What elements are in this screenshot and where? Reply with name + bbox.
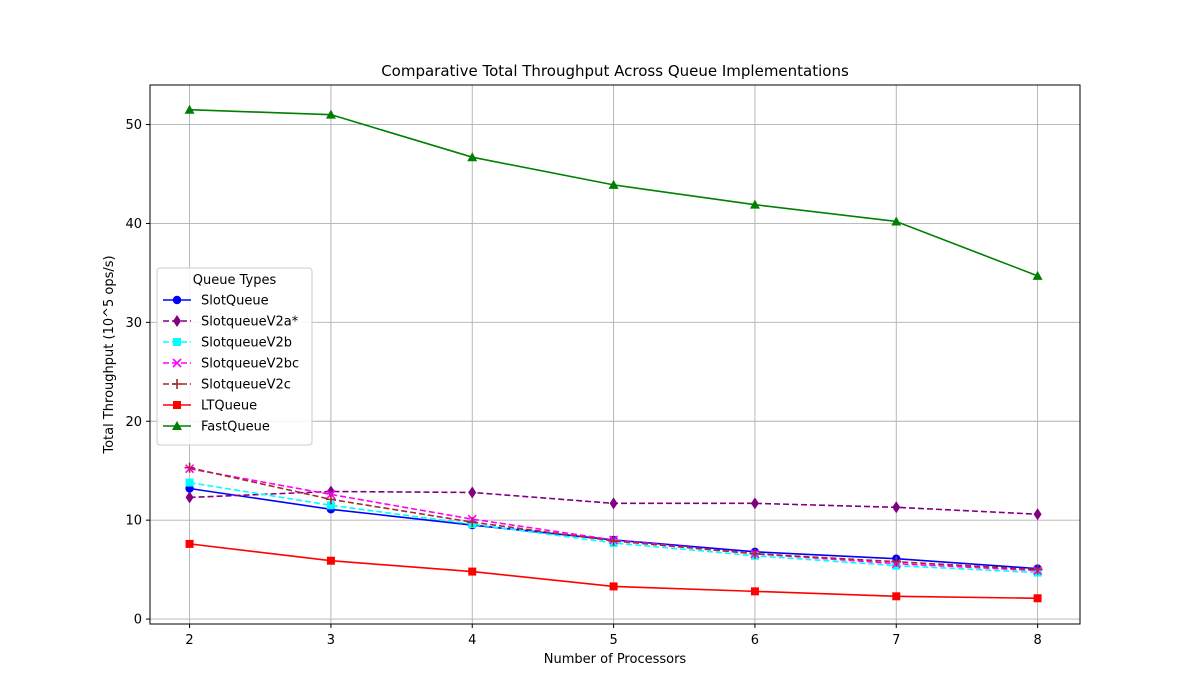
x-tick-label: 7 — [892, 633, 900, 648]
series-lines — [184, 104, 1043, 603]
data-point — [326, 556, 335, 565]
series-fastqueue — [184, 104, 1043, 280]
legend-label: SlotQueue — [201, 294, 269, 309]
axis-ticks: 2 3 4 5 6 7 8 0 10 20 30 40 50 — [125, 118, 1041, 648]
series-slotqueuev2c — [184, 462, 1043, 575]
data-point — [608, 179, 619, 189]
legend-item: LTQueue — [163, 399, 257, 414]
legend-item: SlotQueue — [163, 294, 269, 309]
x-axis-label: Number of Processors — [544, 652, 687, 667]
legend-marker — [172, 379, 182, 389]
legend-label: SlotqueueV2a* — [201, 315, 299, 330]
data-point — [891, 216, 902, 226]
data-point — [326, 501, 335, 510]
data-point — [609, 582, 618, 591]
y-tick-label: 20 — [125, 415, 142, 430]
legend-marker — [172, 295, 182, 305]
plot-frame — [149, 84, 1081, 625]
data-point — [468, 486, 477, 499]
legend-item: FastQueue — [163, 420, 270, 435]
legend-marker — [173, 315, 181, 327]
data-point — [1032, 270, 1043, 280]
x-tick-label: 8 — [1033, 633, 1041, 648]
legend-item: SlotqueueV2b — [163, 336, 292, 351]
data-point — [468, 567, 477, 576]
y-tick-label: 0 — [134, 613, 142, 628]
legend-label: SlotqueueV2bc — [201, 357, 299, 372]
data-point — [185, 478, 194, 487]
data-point — [185, 539, 194, 548]
legend-title: Queue Types — [193, 273, 277, 288]
legend-box — [156, 267, 313, 446]
legend-item: SlotqueueV2c — [163, 378, 291, 393]
data-point — [609, 497, 618, 510]
x-tick-label: 5 — [609, 633, 617, 648]
data-point — [1033, 508, 1042, 521]
data-point — [891, 556, 902, 567]
x-tick-label: 3 — [327, 633, 335, 648]
data-point — [467, 152, 478, 162]
x-tick-label: 6 — [751, 633, 759, 648]
x-tick-label: 2 — [185, 633, 193, 648]
legend-marker — [173, 401, 181, 409]
legend-item: SlotqueueV2bc — [163, 357, 299, 372]
data-point — [749, 548, 760, 559]
data-point — [1033, 594, 1042, 603]
data-point — [185, 491, 194, 504]
y-tick-label: 30 — [125, 316, 142, 331]
legend-label: FastQueue — [201, 420, 270, 435]
y-axis-label: Total Throughput (10^5 ops/s) — [102, 255, 117, 454]
data-point — [892, 592, 901, 601]
data-point — [1032, 564, 1043, 575]
data-point — [325, 109, 336, 119]
data-point — [608, 535, 619, 546]
data-point — [325, 494, 336, 505]
legend-label: SlotqueueV2c — [201, 378, 291, 393]
data-point — [750, 587, 759, 596]
legend-label: LTQueue — [201, 399, 257, 414]
legend: Queue Types SlotQueue SlotqueueV2a* Slotqu… — [156, 267, 313, 446]
y-tick-label: 10 — [125, 514, 142, 529]
data-point — [892, 501, 901, 514]
y-tick-label: 40 — [125, 217, 142, 232]
data-point — [467, 517, 478, 528]
legend-label: SlotqueueV2b — [201, 336, 292, 351]
series-slotqueuev2a- — [185, 485, 1042, 521]
data-point — [184, 104, 195, 114]
data-point — [749, 199, 760, 209]
data-point — [184, 462, 195, 473]
legend-item: SlotqueueV2a* — [163, 315, 299, 330]
data-point — [750, 497, 759, 510]
chart-title: Comparative Total Throughput Across Queu… — [381, 62, 849, 80]
legend-marker — [173, 338, 181, 346]
y-tick-label: 50 — [125, 118, 142, 133]
legend-marker — [172, 421, 182, 430]
x-tick-label: 4 — [468, 633, 476, 648]
legend-marker — [172, 358, 182, 368]
series-ltqueue — [185, 539, 1042, 603]
